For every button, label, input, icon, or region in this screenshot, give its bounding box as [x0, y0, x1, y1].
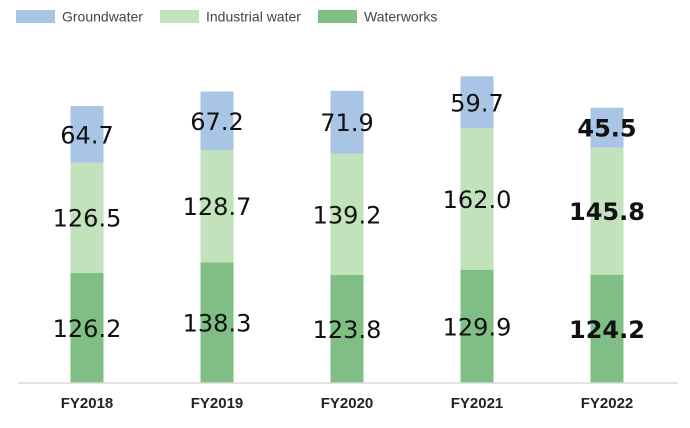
data-label-fy2020-waterworks: 123.8	[313, 316, 382, 344]
legend-swatch-industrial-water	[160, 10, 199, 23]
legend-label-industrial-water: Industrial water	[206, 9, 301, 25]
legend: Groundwater Industrial water Waterworks	[16, 9, 437, 25]
bar-fy2022-industrial-water	[590, 147, 624, 275]
bar-fy2018-industrial-water	[70, 162, 104, 273]
data-label-fy2019-industrial-water: 128.7	[183, 193, 252, 221]
bar-fy2021-industrial-water	[460, 128, 494, 270]
legend-label-waterworks: Waterworks	[364, 9, 437, 25]
bars: 126.2 126.5 64.7 138.3 128.7 67.2 123.8 139.2 71…	[53, 76, 645, 383]
data-label-fy2021-industrial-water: 162.0	[443, 186, 512, 214]
data-label-fy2021-groundwater: 59.7	[450, 89, 503, 117]
bar-fy2020-groundwater	[330, 90, 364, 154]
data-label-fy2022-waterworks: 124.2	[569, 316, 645, 344]
x-tick-fy2021: FY2021	[451, 395, 504, 412]
legend-swatch-groundwater	[16, 10, 55, 23]
data-label-fy2021-waterworks: 129.9	[443, 313, 512, 341]
bar-fy2022-groundwater	[590, 107, 624, 148]
legend-swatch-waterworks	[318, 10, 357, 23]
data-label-fy2019-groundwater: 67.2	[190, 108, 243, 136]
x-tick-fy2022: FY2022	[581, 395, 634, 412]
bar-fy2022-waterworks	[590, 274, 624, 383]
data-label-fy2018-groundwater: 64.7	[60, 121, 113, 149]
bar-fy2021-waterworks	[460, 269, 494, 383]
bar-fy2019-groundwater	[200, 91, 234, 151]
x-tick-fy2018: FY2018	[61, 395, 114, 412]
x-tick-fy2020: FY2020	[321, 395, 374, 412]
bar-fy2018-waterworks	[70, 272, 104, 383]
bar-fy2019-waterworks	[200, 262, 234, 383]
data-label-fy2022-industrial-water: 145.8	[569, 198, 645, 226]
data-label-fy2020-industrial-water: 139.2	[313, 201, 382, 229]
data-label-fy2020-groundwater: 71.9	[320, 109, 373, 137]
x-axis-ticks: FY2018 FY2019 FY2020 FY2021 FY2022	[61, 395, 634, 412]
bar-fy2019-industrial-water	[200, 150, 234, 263]
legend-label-groundwater: Groundwater	[62, 9, 143, 25]
bar-fy2020-industrial-water	[330, 153, 364, 276]
bar-fy2021-groundwater	[460, 76, 494, 129]
data-label-fy2019-waterworks: 138.3	[183, 310, 252, 338]
bar-fy2018-groundwater	[70, 106, 104, 163]
x-tick-fy2019: FY2019	[191, 395, 244, 412]
data-label-fy2022-groundwater: 45.5	[577, 115, 636, 143]
bar-fy2020-waterworks	[330, 275, 364, 383]
data-label-fy2018-waterworks: 126.2	[53, 315, 122, 343]
data-label-fy2018-industrial-water: 126.5	[53, 205, 122, 233]
